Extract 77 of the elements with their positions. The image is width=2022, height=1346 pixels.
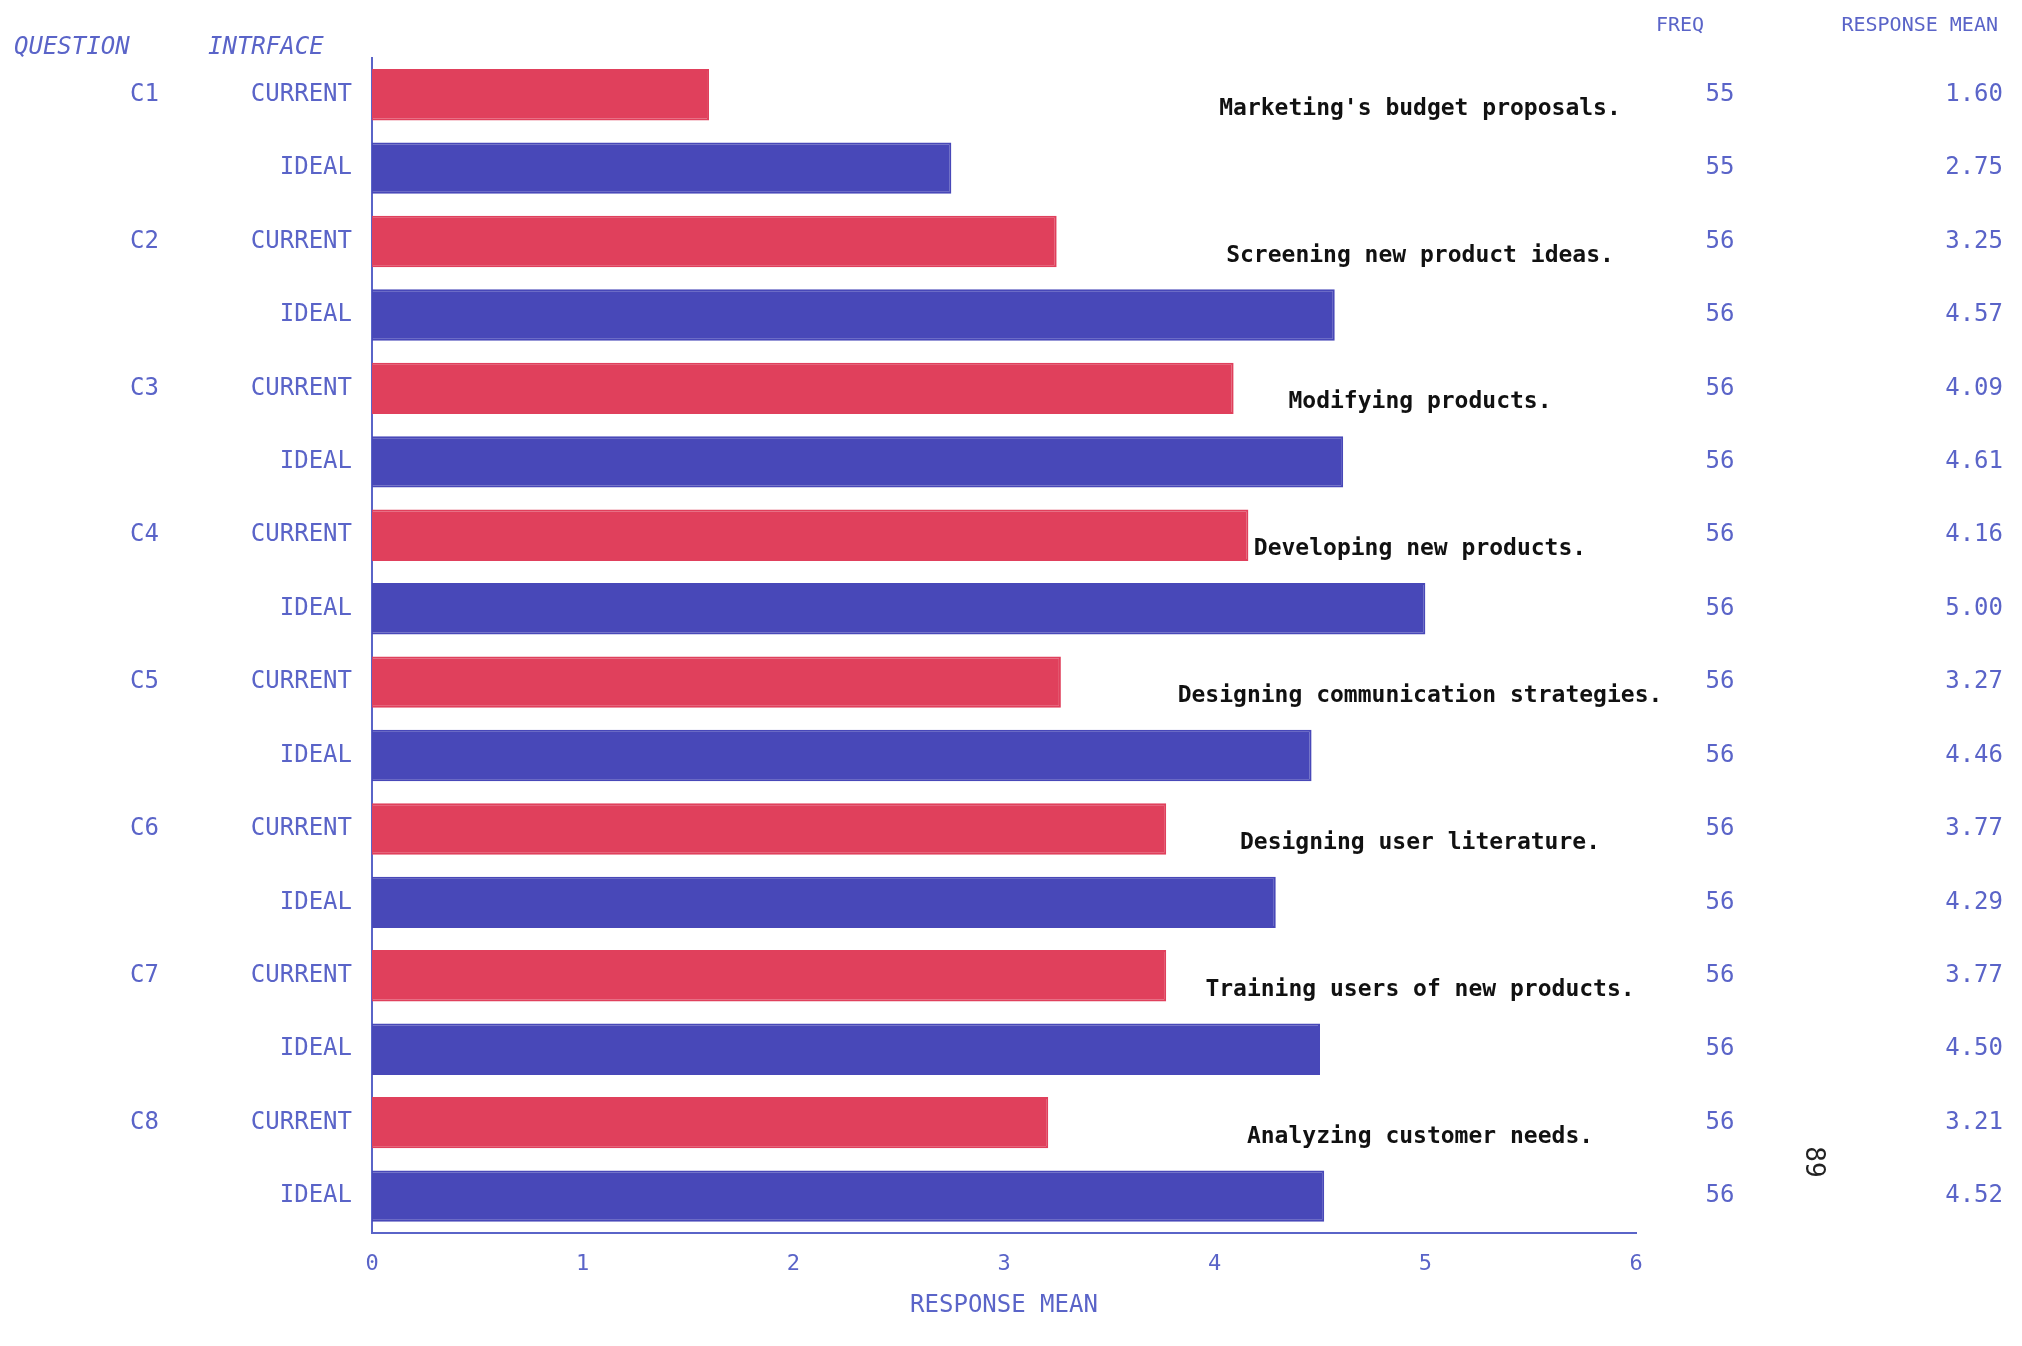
text: 55 [1705,78,1735,107]
x-tick-label: 2 [786,1249,800,1275]
y-tick-label: CURRENT [250,78,352,107]
text: 89 [1800,1146,1831,1178]
text: C6 [130,813,159,842]
y-tick-label: CURRENT [250,813,352,842]
text: C3 [130,372,159,401]
y-tick-label: IDEAL [279,886,352,915]
text: C7 [130,960,159,989]
y-tick-label: CURRENT [250,225,352,254]
data-label: 4.46 [1945,739,2003,768]
y-tick-label: CURRENT [250,372,352,401]
text: C5 [130,666,159,695]
text: FREQ [1655,12,1705,37]
text: 56 [1705,1106,1735,1135]
data-label: 4.61 [1945,446,2003,475]
text: INTRFACE [208,32,325,61]
data-label: 4.09 [1945,372,2003,401]
text: 56 [1705,666,1735,695]
annotation: Marketing's budget proposals. [1219,93,1621,120]
text: 56 [1705,813,1735,842]
data-label: 3.21 [1945,1106,2003,1135]
y-tick-label: IDEAL [279,1180,352,1209]
x-tick-label: 4 [1208,1249,1222,1275]
text: C4 [130,519,159,548]
data-label: 4.29 [1945,886,2003,915]
data-label: 4.57 [1945,299,2003,328]
x-tick-label: 5 [1418,1249,1432,1275]
y-tick-label: CURRENT [250,519,352,548]
x-tick-label: 3 [997,1249,1011,1275]
y-tick-label: IDEAL [279,1033,352,1062]
annotation: Designing communication strategies. [1177,681,1663,708]
y-tick-label: IDEAL [279,739,352,768]
y-tick-label: IDEAL [279,152,352,181]
y-tick-label: IDEAL [279,299,352,328]
y-tick-label: IDEAL [279,592,352,621]
data-label: 2.75 [1945,152,2003,181]
data-label: 4.16 [1945,519,2003,548]
data-label: 1.60 [1945,78,2003,107]
text: 56 [1705,299,1735,328]
data-label: 4.52 [1945,1180,2003,1209]
text: 56 [1705,960,1735,989]
data-label: 3.27 [1945,666,2003,695]
text: C1 [130,78,159,107]
text: 56 [1705,1033,1735,1062]
annotation: Analyzing customer needs. [1246,1121,1594,1148]
text: RESPONSE MEAN [1841,12,1998,37]
text: 56 [1705,372,1735,401]
text: 56 [1705,225,1735,254]
x-axis-title: RESPONSE MEAN [910,1289,1098,1318]
text: 56 [1705,446,1735,475]
data-label: 3.77 [1945,813,2003,842]
annotation: Designing user literature. [1239,827,1601,854]
y-tick-label: CURRENT [250,960,352,989]
y-tick-label: IDEAL [279,446,352,475]
text: C2 [130,225,159,254]
annotation: Developing new products. [1253,534,1587,561]
text: 56 [1705,519,1735,548]
x-tick-label: 0 [365,1249,379,1275]
text: 56 [1705,739,1735,768]
x-tick-label: 1 [576,1249,590,1275]
annotation: Training users of new products. [1205,974,1635,1001]
data-label: 5.00 [1945,592,2003,621]
data-label: 3.25 [1945,225,2003,254]
data-label: 4.50 [1945,1033,2003,1062]
text: 56 [1705,886,1735,915]
text: 56 [1705,592,1735,621]
text: QUESTION [14,32,131,61]
y-tick-label: CURRENT [250,1106,352,1135]
text: 56 [1705,1180,1735,1209]
annotation: Modifying products. [1288,387,1552,414]
y-tick-label: CURRENT [250,666,352,695]
text: C8 [130,1106,159,1135]
x-tick-label: 6 [1629,1249,1643,1275]
annotation: Screening new product ideas. [1226,240,1614,267]
data-label: 3.77 [1945,960,2003,989]
text: 55 [1705,152,1735,181]
